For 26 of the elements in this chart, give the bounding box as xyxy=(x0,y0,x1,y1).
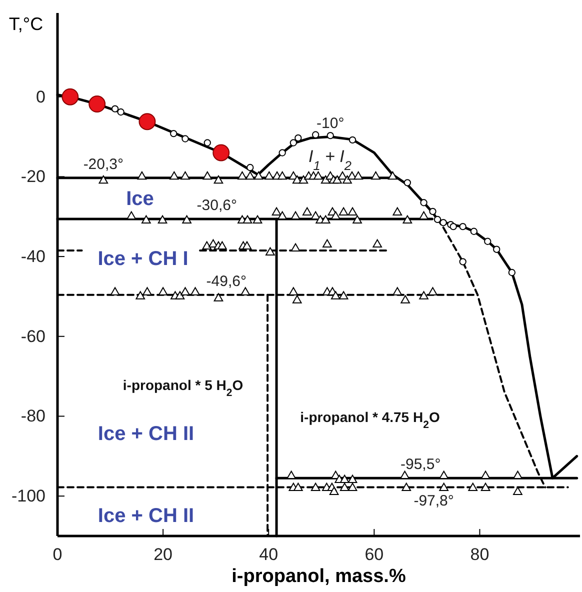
annotation: I$_{1}$ + I$_{2}$ xyxy=(308,147,352,172)
annotation: i-propanol * 4.75 H$_{2}$O xyxy=(300,409,440,431)
y-tick-label: -80 xyxy=(20,406,46,426)
y-tick-label: -20 xyxy=(20,167,46,186)
x-tick-label: 80 xyxy=(470,545,490,564)
x-tick-label: 40 xyxy=(259,545,278,564)
annotation: -49,6° xyxy=(206,272,246,290)
annotation: Ice + CH II xyxy=(98,505,194,527)
annotation: -97,8° xyxy=(414,492,454,510)
y-tick-label: -60 xyxy=(20,326,46,346)
x-axis-title: i-propanol, mass.% xyxy=(232,566,406,587)
y-tick-label: -40 xyxy=(20,246,46,266)
annotation: i-propanol * 5 H$_{2}$O xyxy=(122,377,244,399)
annotation: Ice + CH I xyxy=(98,248,188,270)
annotation: -20,3° xyxy=(83,156,124,173)
annotation: Ice + CH II xyxy=(98,423,194,445)
y-tick-label: -100 xyxy=(11,486,46,506)
annotation: Ice xyxy=(126,188,154,210)
x-tick-label: 0 xyxy=(52,545,62,564)
x-tick-label: 20 xyxy=(154,545,173,564)
y-tick-label: 0 xyxy=(36,87,46,106)
annotation: -10° xyxy=(316,114,344,132)
annotation: -95,5° xyxy=(400,456,441,474)
y-axis-title: T,°C xyxy=(8,14,44,34)
x-tick-label: 60 xyxy=(364,545,384,564)
annotation: -30,6° xyxy=(196,197,237,214)
